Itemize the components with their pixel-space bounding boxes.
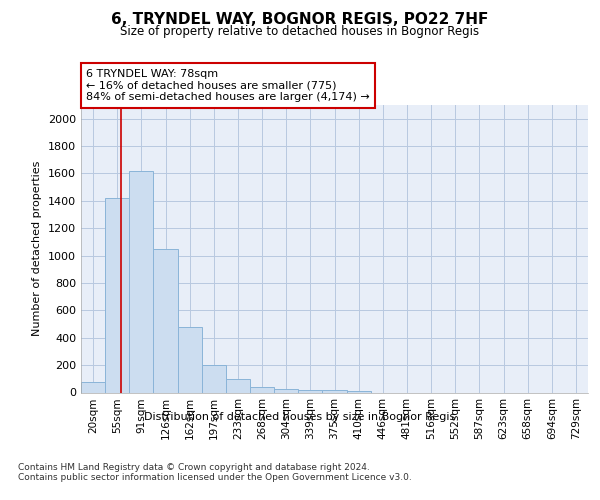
Text: 6 TRYNDEL WAY: 78sqm
← 16% of detached houses are smaller (775)
84% of semi-deta: 6 TRYNDEL WAY: 78sqm ← 16% of detached h… [86,69,370,102]
Text: Contains public sector information licensed under the Open Government Licence v3: Contains public sector information licen… [18,472,412,482]
Bar [202,365,226,392]
Bar [81,382,105,392]
Bar [322,390,347,392]
Bar [178,327,202,392]
Bar [298,390,322,392]
Y-axis label: Number of detached properties: Number of detached properties [32,161,43,336]
Text: Contains HM Land Registry data © Crown copyright and database right 2024.: Contains HM Land Registry data © Crown c… [18,462,370,471]
Text: Size of property relative to detached houses in Bognor Regis: Size of property relative to detached ho… [121,25,479,38]
Text: Distribution of detached houses by size in Bognor Regis: Distribution of detached houses by size … [145,412,455,422]
Bar [105,198,129,392]
Bar [129,170,154,392]
Bar [274,389,298,392]
Bar [154,249,178,392]
Bar [250,387,274,392]
Bar [347,391,371,392]
Text: 6, TRYNDEL WAY, BOGNOR REGIS, PO22 7HF: 6, TRYNDEL WAY, BOGNOR REGIS, PO22 7HF [112,12,488,28]
Bar [226,379,250,392]
